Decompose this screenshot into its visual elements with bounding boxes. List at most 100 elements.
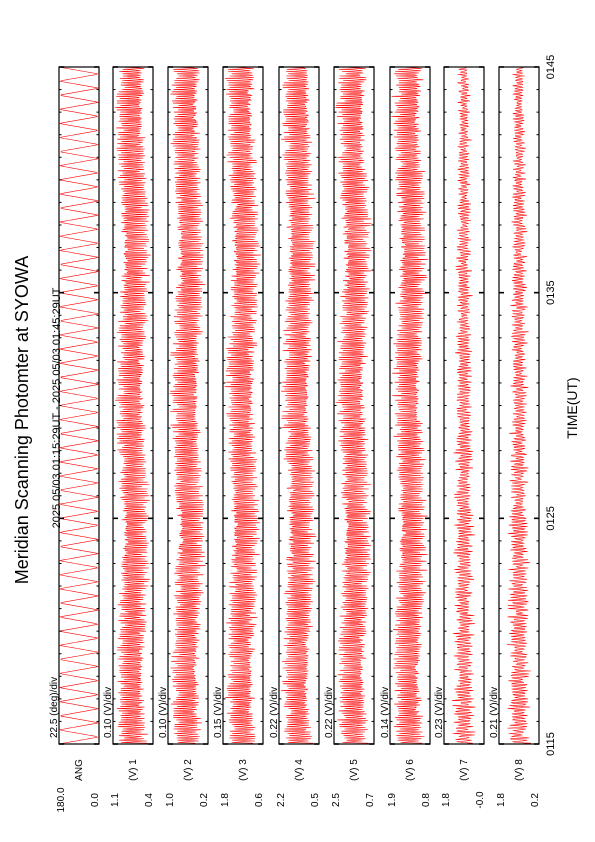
scale-label-group: 0.22 (V)/div xyxy=(324,687,335,738)
range-max-label: 1.9 xyxy=(387,793,398,807)
panel-name-group: (V) 8 xyxy=(514,759,525,781)
scale-label-group: 0.23 (V)/div xyxy=(434,687,445,738)
panel-name-group: (V) 6 xyxy=(405,759,416,781)
scale-label: 0.10 (V)/div xyxy=(103,687,114,738)
range-min-group: 0.7 xyxy=(365,793,376,807)
panel: 2.5 0.7 (V) 5 0.22 (V)/div xyxy=(324,66,376,807)
panel-name-group: (V) 5 xyxy=(349,759,360,781)
range-max-label: 2.5 xyxy=(331,793,342,807)
series-line xyxy=(58,66,99,745)
range-max-label: 1.0 xyxy=(165,793,176,807)
x-axis-label: TIME(UT) xyxy=(564,377,580,438)
panel-name-group: (V) 7 xyxy=(459,759,470,781)
range-max-label: 1.8 xyxy=(220,793,231,807)
scale-label: 22.5 (deg)/div xyxy=(49,677,60,738)
scale-label-group: 0.15 (V)/div xyxy=(213,687,224,738)
range-max-group: 1.8 xyxy=(496,793,507,807)
panel: 1.8 0.2 (V) 8 0.21 (V)/div xyxy=(489,66,541,807)
x-tick-label: 0115 xyxy=(545,732,557,756)
panel: 180.0 0.0 ANG 22.5 (deg)/div xyxy=(49,66,101,813)
series-line xyxy=(451,66,476,745)
range-min-group: 0.8 xyxy=(421,793,432,807)
x-tick-label-group: 0115 xyxy=(545,732,557,756)
range-max-label: 180.0 xyxy=(56,787,67,812)
scale-label: 0.22 (V)/div xyxy=(269,687,280,738)
range-max-group: 1.8 xyxy=(220,793,231,807)
panel-name-group: ANG xyxy=(74,759,85,781)
x-tick-label: 0145 xyxy=(545,55,557,79)
panel-name-group: (V) 3 xyxy=(238,759,249,781)
scale-label: 0.10 (V)/div xyxy=(158,687,169,738)
scale-label: 0.23 (V)/div xyxy=(434,687,445,738)
scale-label-group: 22.5 (deg)/div xyxy=(49,677,60,738)
scale-label-group: 0.10 (V)/div xyxy=(103,687,114,738)
range-max-group: 2.5 xyxy=(331,793,342,807)
range-min-group: 0.4 xyxy=(144,793,155,807)
scale-label-group: 0.14 (V)/div xyxy=(380,687,391,738)
panel-name-group: (V) 2 xyxy=(183,759,194,781)
scale-label-group: 0.22 (V)/div xyxy=(269,687,280,738)
panel: 2.2 0.5 (V) 4 0.22 (V)/div xyxy=(269,66,321,807)
panel-name-group: (V) 4 xyxy=(294,759,305,781)
panel: 1.0 0.2 (V) 2 0.10 (V)/div xyxy=(158,66,210,807)
series-line xyxy=(224,66,261,745)
scale-label: 0.22 (V)/div xyxy=(324,687,335,738)
chart-title-group: Meridian Scanning Photomter at SYOWA xyxy=(12,256,32,584)
panel-name-group: (V) 1 xyxy=(128,759,139,781)
panel-name-label: (V) 7 xyxy=(459,759,470,781)
series-line xyxy=(506,66,531,745)
series-line xyxy=(391,66,429,745)
range-max-group: 180.0 xyxy=(56,787,67,812)
x-tick-label-group: 0135 xyxy=(545,280,557,304)
x-tick-label-group: 0145 xyxy=(545,55,557,79)
panel-name-label: ANG xyxy=(74,759,85,781)
scale-label-group: 0.10 (V)/div xyxy=(158,687,169,738)
range-min-group: -0.0 xyxy=(475,791,486,809)
x-tick-label: 0125 xyxy=(545,506,557,530)
panel-name-label: (V) 4 xyxy=(294,759,305,781)
scale-label: 0.21 (V)/div xyxy=(489,687,500,738)
panel-name-label: (V) 6 xyxy=(405,759,416,781)
range-min-label: 0.7 xyxy=(365,793,376,807)
panel: 1.1 0.4 (V) 1 0.10 (V)/div xyxy=(103,66,155,807)
panels: 180.0 0.0 ANG 22.5 (deg)/div 1.1 0.4 (V) 1 0.10… xyxy=(49,66,541,813)
range-min-label: -0.0 xyxy=(475,791,486,809)
panel-name-label: (V) 5 xyxy=(349,759,360,781)
panel: 1.8 -0.0 (V) 7 0.23 (V)/div xyxy=(434,66,486,809)
scale-label: 0.15 (V)/div xyxy=(213,687,224,738)
panel-frame xyxy=(167,66,209,745)
range-min-group: 0.0 xyxy=(90,793,101,807)
time-range-label: 2025 05/03 01:15:29UT - 2025 05/03 01:45… xyxy=(51,287,63,528)
range-max-label: 2.2 xyxy=(276,793,287,807)
time-range-group: 2025 05/03 01:15:29UT - 2025 05/03 01:45… xyxy=(51,287,63,528)
series-line xyxy=(114,66,151,745)
scale-label: 0.14 (V)/div xyxy=(380,687,391,738)
x-tick-labels: 0115 0125 0135 0145 xyxy=(545,55,557,756)
range-max-label: 1.8 xyxy=(441,793,452,807)
panel-frame xyxy=(112,66,154,745)
series-line xyxy=(335,66,372,745)
range-min-label: 0.8 xyxy=(421,793,432,807)
scale-label-group: 0.21 (V)/div xyxy=(489,687,500,738)
range-min-label: 0.2 xyxy=(199,793,210,807)
range-max-group: 1.1 xyxy=(110,793,121,807)
panel: 1.8 0.6 (V) 3 0.15 (V)/div xyxy=(213,66,265,807)
x-tick-label-group: 0125 xyxy=(545,506,557,530)
range-max-label: 1.1 xyxy=(110,793,121,807)
range-max-group: 1.0 xyxy=(165,793,176,807)
range-min-label: 0.2 xyxy=(530,793,541,807)
panel: 1.9 0.8 (V) 6 0.14 (V)/div xyxy=(380,66,432,807)
range-min-group: 0.5 xyxy=(310,793,321,807)
panel-name-label: (V) 8 xyxy=(514,759,525,781)
range-min-group: 0.6 xyxy=(254,793,265,807)
range-max-group: 1.9 xyxy=(387,793,398,807)
chart-title: Meridian Scanning Photomter at SYOWA xyxy=(12,256,32,584)
range-max-group: 2.2 xyxy=(276,793,287,807)
panel-name-label: (V) 2 xyxy=(183,759,194,781)
range-max-label: 1.8 xyxy=(496,793,507,807)
x-tick-label: 0135 xyxy=(545,280,557,304)
panel-name-label: (V) 1 xyxy=(128,759,139,781)
panel-frame xyxy=(278,66,320,745)
range-min-label: 0.0 xyxy=(90,793,101,807)
